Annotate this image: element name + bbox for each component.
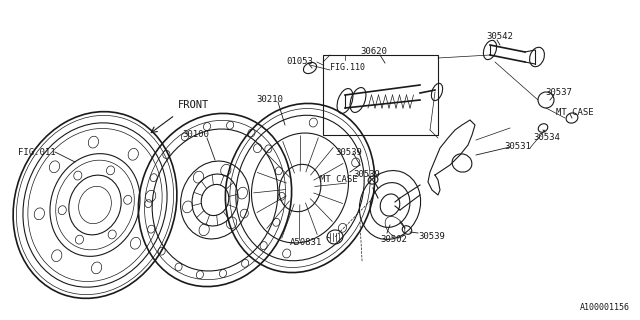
Text: 30534: 30534 (533, 133, 560, 142)
Text: 30539: 30539 (353, 170, 380, 179)
Text: FIG.110: FIG.110 (330, 63, 365, 72)
Text: 30531: 30531 (504, 142, 531, 151)
Text: FIG.011: FIG.011 (18, 148, 56, 157)
Text: 30537: 30537 (545, 88, 572, 97)
Text: A100001156: A100001156 (580, 303, 630, 312)
Text: A50831: A50831 (290, 238, 323, 247)
Text: 30100: 30100 (182, 130, 209, 139)
Text: 30542: 30542 (486, 32, 513, 41)
Text: MT CASE: MT CASE (556, 108, 594, 117)
Text: 30210: 30210 (256, 95, 283, 104)
Text: 01053: 01053 (286, 57, 313, 66)
Text: 30539: 30539 (335, 148, 362, 157)
Text: 30502: 30502 (380, 235, 407, 244)
Text: FRONT: FRONT (178, 100, 209, 110)
Text: 30620: 30620 (360, 47, 387, 56)
Text: 30539: 30539 (418, 232, 445, 241)
Text: MT CASE: MT CASE (320, 175, 358, 184)
Bar (323, 55, 438, 135)
